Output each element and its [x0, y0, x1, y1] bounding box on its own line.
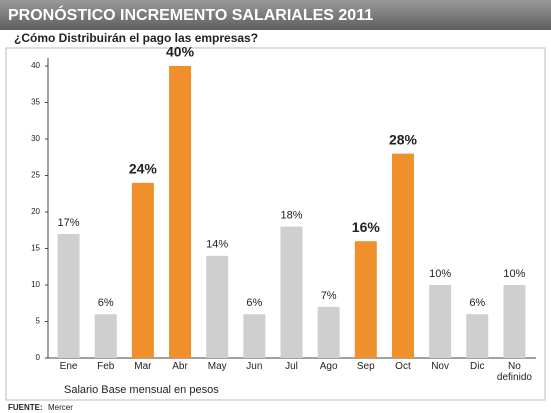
- x-tick-label: Sep: [356, 361, 375, 372]
- y-tick-label: 15: [31, 244, 40, 253]
- bar: [57, 233, 80, 358]
- x-tick-label: Ago: [319, 361, 338, 372]
- x-tick-label: Nov: [431, 361, 449, 372]
- bar: [94, 314, 117, 358]
- value-label: 17%: [58, 217, 80, 229]
- bar: [503, 285, 526, 358]
- value-label: 18%: [280, 210, 302, 222]
- value-label: 16%: [352, 219, 381, 235]
- x-tick-label: No definido: [496, 361, 532, 383]
- y-tick-label: 35: [31, 98, 40, 107]
- x-tick-label: Mar: [134, 361, 152, 372]
- bar: [317, 306, 340, 358]
- y-tick-label: 5: [36, 317, 41, 326]
- bar: [354, 241, 377, 358]
- x-tick-label: Jun: [246, 361, 263, 372]
- y-tick-label: 40: [31, 61, 40, 70]
- bar: [169, 66, 192, 358]
- bar: [391, 153, 414, 358]
- value-label: 6%: [469, 297, 485, 309]
- value-label: 28%: [389, 131, 418, 147]
- chart-title: PRONÓSTICO INCREMENTO SALARIALES 2011: [8, 5, 373, 24]
- value-label: 6%: [246, 297, 262, 309]
- y-tick-label: 30: [31, 134, 40, 143]
- chart-subtitle: ¿Cómo Distribuirán el pago las empresas?: [14, 31, 258, 45]
- value-label: 24%: [129, 161, 158, 177]
- value-label: 10%: [429, 268, 451, 280]
- x-tick-label: Oct: [395, 361, 411, 372]
- x-tick-label: Dic: [470, 361, 485, 372]
- value-label: 10%: [503, 268, 525, 280]
- value-label: 6%: [98, 297, 114, 309]
- y-tick-label: 25: [31, 171, 40, 180]
- title-bar: [0, 0, 551, 30]
- x-tick-label: Jul: [285, 361, 298, 372]
- bar: [131, 182, 154, 358]
- value-label: 40%: [166, 44, 195, 60]
- y-tick-label: 10: [31, 280, 40, 289]
- bar: [243, 314, 266, 358]
- bar: [466, 314, 489, 358]
- x-tick-label: Ene: [59, 361, 78, 372]
- bar: [429, 285, 452, 358]
- x-tick-label: Feb: [97, 361, 115, 372]
- bar: [206, 255, 229, 358]
- y-tick-label: 20: [31, 207, 40, 216]
- y-tick-label: 0: [36, 353, 41, 362]
- panel: [5, 47, 546, 401]
- x-axis-label: Salario Base mensual en pesos: [64, 384, 219, 396]
- source: Mercer: [48, 403, 73, 412]
- bar: [280, 226, 303, 358]
- x-tick-label: May: [207, 361, 227, 372]
- x-tick-label: Abr: [172, 361, 188, 372]
- value-label: 7%: [321, 290, 337, 302]
- value-label: 14%: [206, 239, 228, 251]
- source-label: FUENTE:: [8, 403, 43, 412]
